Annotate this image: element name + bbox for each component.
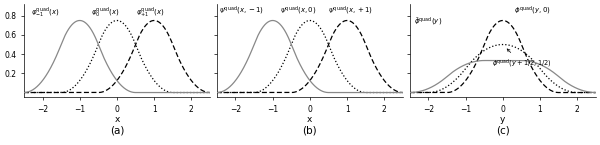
- X-axis label: x: x: [307, 115, 313, 124]
- Text: $\phi^{\mathrm{quad}}(y,0)$: $\phi^{\mathrm{quad}}(y,0)$: [514, 5, 551, 17]
- Text: (a): (a): [110, 125, 124, 135]
- Text: $\bar{\phi}^{\mathrm{quad}}(y)$: $\bar{\phi}^{\mathrm{quad}}(y)$: [413, 16, 442, 29]
- X-axis label: x: x: [114, 115, 119, 124]
- Text: $\psi^{\mathrm{quad}}(x,+1)$: $\psi^{\mathrm{quad}}(x,+1)$: [328, 5, 374, 17]
- Text: (b): (b): [302, 125, 317, 135]
- Text: $\varphi_0^{\mathrm{quad}}(x)$: $\varphi_0^{\mathrm{quad}}(x)$: [91, 5, 119, 19]
- Text: $\psi^{\mathrm{quad}}(x,0)$: $\psi^{\mathrm{quad}}(x,0)$: [280, 5, 317, 17]
- Text: $\varphi_{-1}^{\mathrm{quad}}(x)$: $\varphi_{-1}^{\mathrm{quad}}(x)$: [31, 5, 60, 19]
- X-axis label: y: y: [500, 115, 506, 124]
- Text: (c): (c): [496, 125, 510, 135]
- Text: $\psi^{\mathrm{quad}}(x,-1)$: $\psi^{\mathrm{quad}}(x,-1)$: [219, 5, 264, 17]
- Text: $\phi^{\mathrm{quad}}(y+1/2,1/2)$: $\phi^{\mathrm{quad}}(y+1/2,1/2)$: [491, 49, 551, 70]
- Text: $\varphi_{+1}^{\mathrm{quad}}(x)$: $\varphi_{+1}^{\mathrm{quad}}(x)$: [136, 5, 164, 19]
